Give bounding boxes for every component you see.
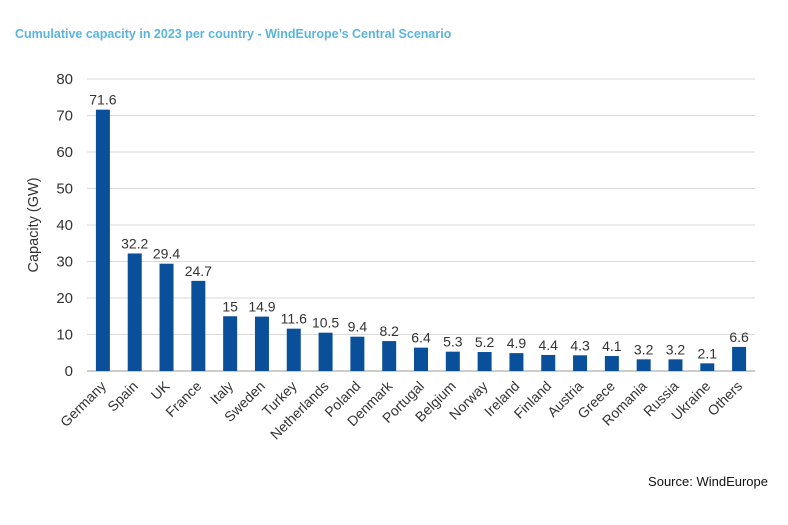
bar-spain xyxy=(127,253,142,371)
bar-ireland xyxy=(509,353,524,371)
data-label-ukraine: 2.1 xyxy=(698,345,718,361)
bar-russia xyxy=(668,359,683,371)
data-label-denmark: 8.2 xyxy=(379,323,399,339)
bar-portugal xyxy=(414,347,428,371)
y-tick-label: 40 xyxy=(56,217,73,234)
y-tick-label: 0 xyxy=(65,363,73,380)
bar-ukraine xyxy=(700,363,715,371)
data-label-austria: 4.3 xyxy=(570,337,590,353)
bar-finland xyxy=(541,354,556,371)
y-tick-label: 30 xyxy=(56,254,73,271)
bar-denmark xyxy=(382,341,397,371)
bar-austria xyxy=(573,355,588,371)
data-label-uk: 29.4 xyxy=(153,246,180,262)
bar-belgium xyxy=(445,351,460,371)
data-label-poland: 9.4 xyxy=(348,319,368,335)
category-label-uk: UK xyxy=(148,377,174,403)
y-axis-ticks: 0 10 20 30 40 50 60 70 80 xyxy=(56,71,73,380)
bars xyxy=(95,109,747,371)
y-tick-label: 80 xyxy=(56,71,73,88)
category-label-spain: Spain xyxy=(104,378,141,415)
data-label-greece: 4.1 xyxy=(602,338,622,354)
bar-sweden xyxy=(254,316,269,371)
gridlines xyxy=(87,78,755,372)
y-tick-label: 60 xyxy=(56,144,73,161)
category-label-others: Others xyxy=(704,378,745,419)
data-label-turkey: 11.6 xyxy=(281,311,307,327)
bar-poland xyxy=(350,336,365,371)
data-label-sweden: 14.9 xyxy=(248,299,275,315)
data-labels: 71.6 32.2 29.4 24.7 15 14.9 11.6 10.5 9.4 8.2 6.4 5… xyxy=(89,92,749,362)
data-label-ireland: 4.9 xyxy=(507,335,527,351)
chart-title: Cumulative capacity in 2023 per country … xyxy=(15,27,452,41)
bar-romania xyxy=(636,359,651,371)
y-tick-label: 10 xyxy=(56,327,73,344)
bar-germany xyxy=(95,109,110,371)
y-axis-label: Capacity (GW) xyxy=(26,177,42,272)
data-label-spain: 32.2 xyxy=(121,235,148,251)
data-label-russia: 3.2 xyxy=(666,341,686,357)
data-label-finland: 4.4 xyxy=(539,337,559,353)
data-label-france: 24.7 xyxy=(185,263,212,279)
data-label-germany: 71.6 xyxy=(89,92,116,108)
bar-france xyxy=(191,280,206,371)
bar-uk xyxy=(159,263,174,371)
bar-turkey xyxy=(286,328,301,371)
source-note: Source: WindEurope xyxy=(648,474,768,489)
y-tick-label: 70 xyxy=(56,108,73,125)
data-label-romania: 3.2 xyxy=(634,341,654,357)
data-label-belgium: 5.3 xyxy=(443,334,463,350)
y-tick-label: 50 xyxy=(56,181,73,198)
data-label-netherlands: 10.5 xyxy=(312,315,339,331)
bar-others xyxy=(732,346,747,371)
bar-italy xyxy=(223,316,238,371)
category-label-france: France xyxy=(162,378,204,420)
data-label-norway: 5.2 xyxy=(475,334,495,350)
category-label-germany: Germany xyxy=(57,378,109,430)
bar-netherlands xyxy=(318,332,333,371)
bar-greece xyxy=(604,356,619,371)
data-label-portugal: 6.4 xyxy=(411,330,431,346)
data-label-italy: 15 xyxy=(222,298,238,314)
data-label-others: 6.6 xyxy=(729,329,749,345)
bar-norway xyxy=(477,352,492,371)
y-tick-label: 20 xyxy=(56,290,73,307)
